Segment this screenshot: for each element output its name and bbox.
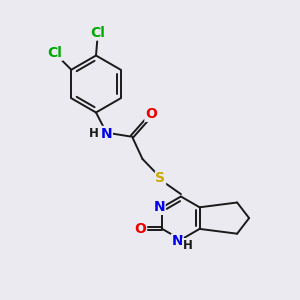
Text: O: O — [135, 222, 146, 236]
Text: H: H — [183, 238, 192, 252]
Text: Cl: Cl — [47, 46, 62, 60]
Text: N: N — [101, 127, 112, 140]
Text: H: H — [89, 127, 99, 140]
Text: S: S — [155, 172, 166, 185]
Text: N: N — [153, 200, 165, 214]
Text: Cl: Cl — [90, 26, 105, 40]
Text: O: O — [145, 107, 157, 121]
Text: N: N — [172, 234, 183, 248]
